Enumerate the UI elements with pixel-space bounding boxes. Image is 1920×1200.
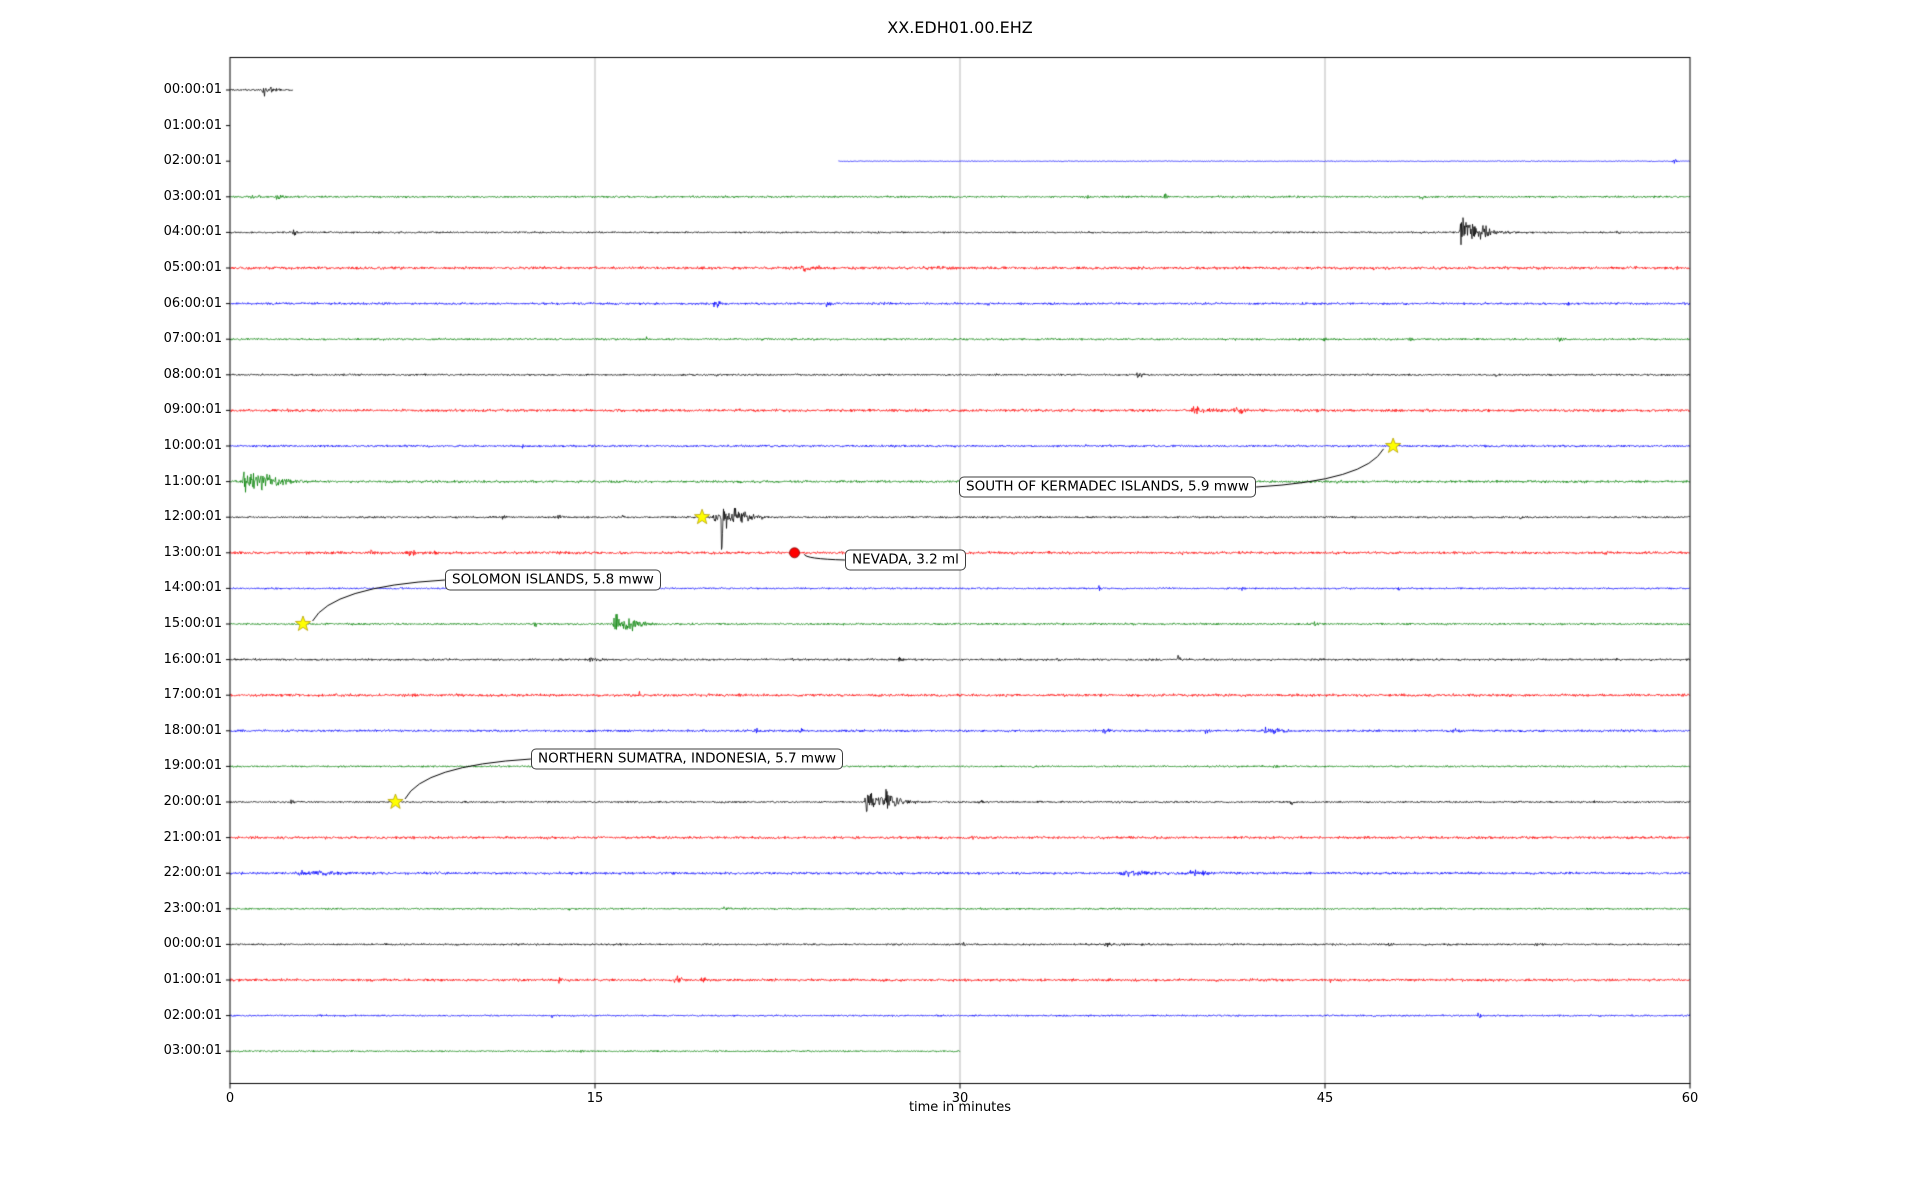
y-tick-label: 19:00:01 xyxy=(163,758,222,774)
y-tick-label: 00:00:01 xyxy=(163,82,222,97)
x-tick-label: 15 xyxy=(586,1090,604,1106)
y-tick-label: 15:00:01 xyxy=(163,616,222,631)
y-tick-label: 01:00:01 xyxy=(163,972,222,987)
y-tick-label: 09:00:01 xyxy=(163,402,222,418)
y-tick-label: 03:00:01 xyxy=(163,188,222,204)
y-tick-label: 18:00:01 xyxy=(163,722,222,738)
x-tick-label: 0 xyxy=(225,1090,235,1106)
y-tick-label: 08:00:01 xyxy=(163,366,222,382)
y-tick-label: 06:00:01 xyxy=(163,295,222,311)
event-label: SOUTH OF KERMADEC ISLANDS, 5.9 mww xyxy=(959,476,1256,498)
event-label: NORTHERN SUMATRA, INDONESIA, 5.7 mww xyxy=(531,748,844,770)
y-tick-label: 11:00:01 xyxy=(163,473,222,489)
y-tick-label: 00:00:01 xyxy=(163,936,222,952)
x-axis-label: time in minutes xyxy=(908,1100,1012,1115)
y-tick-label: 16:00:01 xyxy=(163,651,222,667)
x-tick-label: 30 xyxy=(951,1090,969,1106)
y-tick-label: 13:00:01 xyxy=(163,544,222,560)
y-tick-label: 21:00:01 xyxy=(163,829,222,845)
x-tick-label: 45 xyxy=(1316,1090,1334,1106)
y-tick-label: 12:00:01 xyxy=(163,509,222,525)
y-tick-label: 07:00:01 xyxy=(163,331,222,347)
y-tick-label: 05:00:01 xyxy=(163,260,222,275)
x-tick-label: 60 xyxy=(1681,1090,1699,1106)
y-tick-label: 10:00:01 xyxy=(163,438,222,453)
chart-title: XX.EDH01.00.EHZ xyxy=(887,18,1033,37)
event-label: NEVADA, 3.2 ml xyxy=(845,549,966,571)
y-tick-label: 17:00:01 xyxy=(163,687,222,703)
y-tick-label: 23:00:01 xyxy=(163,900,222,916)
y-tick-label: 02:00:01 xyxy=(163,1007,222,1023)
y-tick-label: 20:00:01 xyxy=(163,794,222,809)
y-tick-label: 02:00:01 xyxy=(163,153,222,169)
y-tick-label: 14:00:01 xyxy=(163,580,222,596)
y-tick-label: 03:00:01 xyxy=(163,1043,222,1059)
y-tick-label: 04:00:01 xyxy=(163,224,222,240)
y-tick-label: 01:00:01 xyxy=(163,117,222,133)
y-tick-label: 22:00:01 xyxy=(163,865,222,881)
event-label: SOLOMON ISLANDS, 5.8 mww xyxy=(445,569,661,591)
